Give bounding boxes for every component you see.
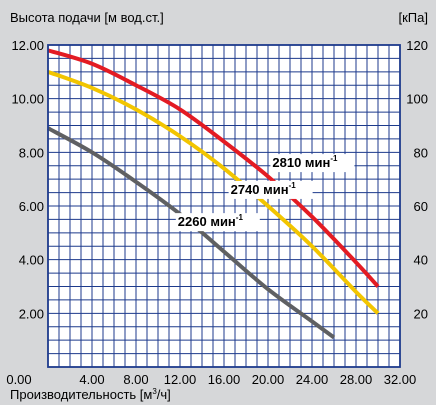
curve-labels: 2810 мин-1 2740 мин-1 2260 мин-1 — [175, 154, 355, 232]
y-tick-label-left: 10.00 — [11, 92, 44, 107]
x-axis-label: Производительность [м3/ч] — [10, 387, 171, 402]
y-tick-label-left: 8.00 — [19, 145, 44, 160]
x-axis-label-main: Производительность [м — [10, 387, 152, 402]
series-label-bg — [228, 180, 313, 199]
y-tick-label-left: 6.00 — [19, 199, 44, 214]
curves — [47, 48, 380, 340]
y-tick-label-right: 20 — [414, 306, 428, 321]
y-tick-label-right: 100 — [406, 92, 428, 107]
x-tick-label: 16.00 — [208, 372, 241, 387]
series-label-bg — [270, 154, 355, 173]
y-tick-label-left: 2.00 — [19, 306, 44, 321]
y-axis-left-label: Высота подачи [м вод.ст.] — [10, 10, 164, 25]
x-tick-label: 24.00 — [296, 372, 329, 387]
grid — [48, 45, 400, 367]
y-tick-label-right: 40 — [414, 253, 428, 268]
series-line — [47, 48, 380, 288]
series-label: 2740 мин-1 — [231, 181, 297, 197]
y-axis-right-label: [кПа] — [399, 10, 429, 25]
x-tick-label: 0.00 — [6, 372, 31, 387]
y-tick-label-left: 4.00 — [19, 253, 44, 268]
series-line — [47, 69, 380, 315]
x-tick-label: 32.00 — [384, 372, 417, 387]
x-tick-label: 4.00 — [79, 372, 104, 387]
tick-labels: 0.00 4.00 8.00 12.00 16.00 20.00 24.00 28.00 32.… — [6, 38, 428, 387]
series-label: 2810 мин-1 — [272, 154, 338, 170]
y-tick-label-right: 60 — [414, 199, 428, 214]
series-line — [47, 126, 336, 340]
x-tick-label: 20.00 — [252, 372, 285, 387]
x-tick-label: 8.00 — [123, 372, 148, 387]
y-tick-label-right: 80 — [414, 145, 428, 160]
series-label-bg — [175, 213, 260, 232]
series-label: 2260 мин-1 — [178, 213, 244, 229]
x-tick-label: 12.00 — [164, 372, 197, 387]
x-axis-label-sup: 3 — [152, 387, 157, 396]
y-tick-label-right: 120 — [406, 38, 428, 53]
x-tick-label: 28.00 — [340, 372, 373, 387]
x-axis-label-tail: /ч] — [157, 387, 171, 402]
y-tick-label-left: 12.00 — [11, 38, 44, 53]
plot-frame — [47, 44, 401, 368]
